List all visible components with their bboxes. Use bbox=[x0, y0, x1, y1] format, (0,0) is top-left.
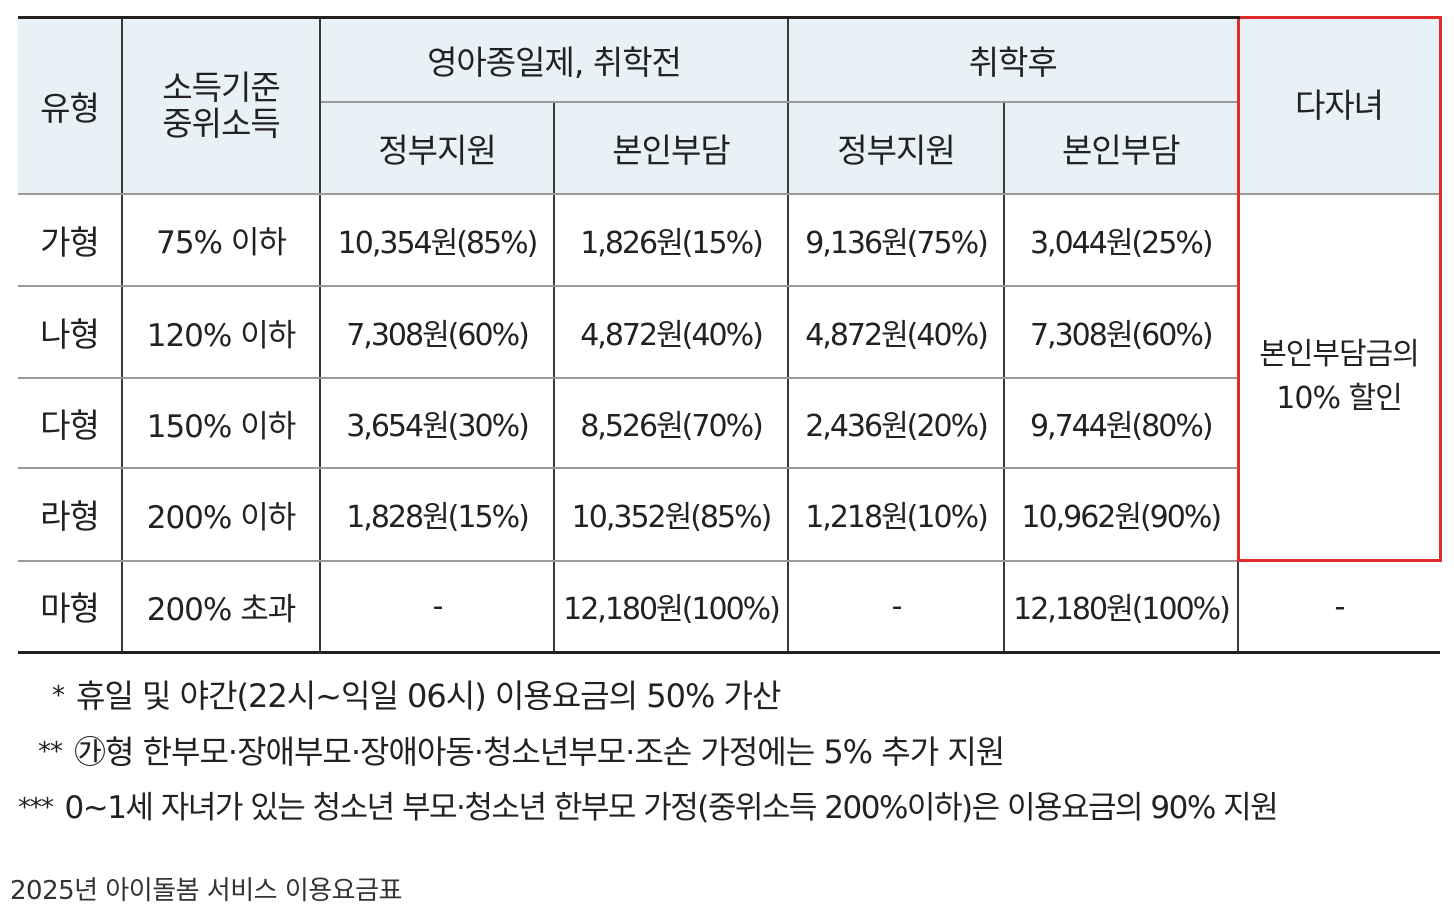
footnote-text: 휴일 및 야간(22시~익일 06시) 이용요금의 50% 가산 bbox=[76, 677, 781, 715]
footnote-item: * 휴일 및 야간(22시~익일 06시) 이용요금의 50% 가산 bbox=[18, 668, 1448, 724]
row-income: 120% 이하 bbox=[121, 284, 321, 380]
row-income: 200% 초과 bbox=[121, 559, 321, 654]
table-row: 가형 75% 이하 10,354원(85%) 1,826원(15%) 9,136… bbox=[18, 192, 1440, 287]
subheader-post-self: 본인부담 bbox=[1003, 100, 1238, 195]
cell-post-self: 10,962원(90%) bbox=[1003, 467, 1238, 562]
subheader-post-gov: 정부지원 bbox=[787, 100, 1005, 195]
multi-child-discount-text: 본인부담금의 10% 할인 bbox=[1259, 337, 1420, 416]
row-type: 나형 bbox=[18, 284, 123, 380]
footnote-text: 0~1세 자녀가 있는 청소년 부모·청소년 한부모 가정(중위소득 200%이… bbox=[64, 790, 1279, 826]
row-type: 마형 bbox=[18, 559, 123, 654]
header-income-label: 소득기준 중위소득 bbox=[162, 67, 280, 143]
cell-post-gov: 1,218원(10%) bbox=[787, 467, 1005, 562]
footnote-mark: ** bbox=[38, 737, 63, 767]
header-before-school: 영아종일제, 취학전 bbox=[319, 15, 789, 103]
table-row: 다형 150% 이하 3,654원(30%) 8,526원(70%) 2,436… bbox=[18, 377, 1440, 470]
footnote-mark: * bbox=[52, 681, 65, 711]
subheader-pre-gov: 정부지원 bbox=[320, 100, 555, 195]
cell-post-gov: 4,872원(40%) bbox=[787, 284, 1005, 380]
cell-pre-self: 12,180원(100%) bbox=[553, 559, 789, 654]
image-caption: 2025년 아이돌봄 서비스 이용요금표 bbox=[10, 876, 402, 906]
cell-post-self: 12,180원(100%) bbox=[1003, 559, 1239, 654]
multi-child-column: 다자녀 본인부담금의 10% 할인 bbox=[1236, 16, 1442, 562]
cell-pre-gov: 1,828원(15%) bbox=[319, 467, 555, 562]
cell-pre-gov: 3,654원(30%) bbox=[319, 377, 555, 470]
cell-post-gov: 9,136원(75%) bbox=[787, 192, 1005, 287]
row-type: 다형 bbox=[18, 377, 123, 470]
header-type: 유형 bbox=[18, 15, 123, 195]
header-multi-child: 다자녀 bbox=[1239, 19, 1439, 195]
row-income: 150% 이하 bbox=[121, 377, 321, 470]
cell-pre-self: 1,826원(15%) bbox=[553, 192, 789, 287]
footnote-item: ** ㉮형 한부모·장애부모·장애아동·청소년부모·조손 가정에는 5% 추가 지… bbox=[18, 724, 1448, 780]
row-income: 200% 이하 bbox=[121, 467, 321, 562]
cell-pre-self: 10,352원(85%) bbox=[553, 467, 789, 562]
footnote-mark: *** bbox=[18, 793, 54, 823]
cell-post-self: 9,744원(80%) bbox=[1003, 377, 1238, 470]
cell-pre-gov: 10,354원(85%) bbox=[319, 192, 555, 287]
cell-pre-self: 4,872원(40%) bbox=[553, 284, 789, 380]
cell-post-self: 7,308원(60%) bbox=[1003, 284, 1238, 380]
footnote-text: ㉮형 한부모·장애부모·장애아동·청소년부모·조손 가정에는 5% 추가 지원 bbox=[74, 733, 1005, 771]
table-row: 마형 200% 초과 - 12,180원(100%) - 12,180원(100… bbox=[18, 559, 1440, 654]
multi-child-discount: 본인부담금의 10% 할인 bbox=[1239, 195, 1439, 559]
cell-pre-gov: - bbox=[319, 559, 555, 654]
footnote-item: *** 0~1세 자녀가 있는 청소년 부모·청소년 한부모 가정(중위소득 20… bbox=[18, 780, 1448, 836]
row-type: 라형 bbox=[18, 467, 123, 562]
header-income: 소득기준 중위소득 bbox=[121, 15, 321, 195]
cell-post-gov: - bbox=[787, 559, 1005, 654]
row-income: 75% 이하 bbox=[121, 192, 321, 287]
subheader-pre-self: 본인부담 bbox=[553, 100, 789, 195]
header-after-school: 취학후 bbox=[787, 15, 1239, 103]
table-row: 나형 120% 이하 7,308원(60%) 4,872원(40%) 4,872… bbox=[18, 284, 1440, 380]
cell-pre-self: 8,526원(70%) bbox=[553, 377, 789, 470]
table-row: 라형 200% 이하 1,828원(15%) 10,352원(85%) 1,21… bbox=[18, 467, 1440, 562]
cell-multi-child: - bbox=[1237, 559, 1440, 654]
row-type: 가형 bbox=[18, 192, 123, 287]
cell-pre-gov: 7,308원(60%) bbox=[319, 284, 555, 380]
cell-post-self: 3,044원(25%) bbox=[1003, 192, 1238, 287]
cell-post-gov: 2,436원(20%) bbox=[787, 377, 1005, 470]
fee-table: 유형 소득기준 중위소득 영아종일제, 취학전 취학후 다자녀 본인부담금의 1… bbox=[18, 15, 1442, 654]
footnotes: * 휴일 및 야간(22시~익일 06시) 이용요금의 50% 가산 ** ㉮형 한… bbox=[18, 668, 1448, 836]
